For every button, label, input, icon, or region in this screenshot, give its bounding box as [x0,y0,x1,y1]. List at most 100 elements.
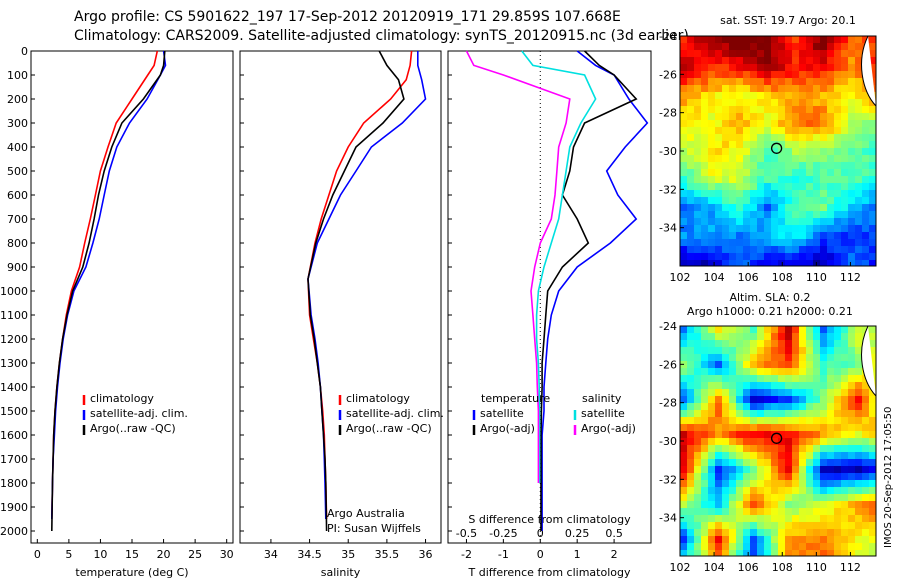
sst-map-cell [722,106,730,114]
sst-map-cell [701,197,709,205]
sla-map-cell [694,529,702,537]
sla-map-cell [827,389,835,397]
sla-map-cell [687,410,695,418]
sla-map-cell [729,375,737,383]
sst-map-cell [771,225,779,233]
sla-map-cell [820,347,828,355]
sst-map-cell [694,78,702,86]
sst-map-cell [701,43,709,51]
sst-map-cell [785,113,793,121]
sla-map-cell [750,410,758,418]
sla-map-cell [841,508,849,516]
sst-map-cell [757,218,765,226]
sla-map-cell [869,550,877,557]
sla-map-cell [722,361,730,369]
sla-map-cell [694,403,702,411]
sst-map-cell [708,78,716,86]
sst-map-cell [806,43,814,51]
sst-map-cell [778,78,786,86]
sla-map-cell [701,508,709,516]
sst-map-cell [715,92,723,100]
sst-map-cell [855,260,863,267]
sla-map-cell [687,326,695,334]
sst-map-cell [694,239,702,247]
sst-map-cell [687,134,695,142]
sla-map-cell [694,438,702,446]
sst-map-ytick-label: -34 [659,222,677,235]
sst-map-cell [855,127,863,135]
sst-map-cell [848,36,856,44]
sla-map-cell [869,417,877,425]
sla-map-cell [708,396,716,404]
sla-map-cell [848,501,856,509]
sla-map-cell [855,417,863,425]
sla-map-cell [792,536,800,544]
sst-map-cell [834,43,842,51]
sst-map-cell [820,218,828,226]
sla-map-cell [687,452,695,460]
sla-map-cell [778,459,786,467]
sst-map-cell [729,239,737,247]
sst-map-cell [736,148,744,156]
sla-map-cell [715,340,723,348]
sst-map-cell [764,239,772,247]
sla-map-cell [764,515,772,523]
sla-map-cell [862,452,870,460]
sla-map-cell [834,487,842,495]
sla-map-cell [764,550,772,557]
sla-map-cell [792,347,800,355]
sst-map-cell [729,148,737,156]
sst-map-cell [792,190,800,198]
sla-map-cell [806,396,814,404]
sst-map-cell [757,197,765,205]
sla-map-cell [764,431,772,439]
sla-map-cell [848,466,856,474]
sst-map-cell [869,57,877,65]
sst-map-cell [820,57,828,65]
sst-map-cell [694,155,702,163]
sst-map-cell [729,64,737,72]
depth-tick-label: 1400 [0,381,28,394]
sst-map-cell [701,232,709,240]
sla-map-cell [680,368,688,376]
sla-map-cell [806,431,814,439]
sst-map-cell [820,204,828,212]
sst-map-cell [855,57,863,65]
sst-map-cell [827,113,835,121]
sst-map-cell [834,232,842,240]
sst-map-cell [862,99,870,107]
sla-map-cell [757,543,765,551]
sst-map-cell [862,134,870,142]
sst-map-cell [722,176,730,184]
sla-map-cell [855,529,863,537]
sla-map-cell [708,431,716,439]
sst-map-cell [764,141,772,149]
sla-map-cell [743,445,751,453]
sla-map-cell [722,410,730,418]
sla-map-cell [729,487,737,495]
sst-map-cell [736,106,744,114]
sst-map-cell [806,57,814,65]
sst-map-cell [806,218,814,226]
sla-map-cell [722,494,730,502]
sst-map-cell [729,120,737,128]
sst-map-cell [869,183,877,191]
sla-map-cell [855,333,863,341]
sla-map-cell [687,431,695,439]
sla-map-cell [757,326,765,334]
sst-map-cell [778,169,786,177]
sst-map-cell [722,253,730,261]
sst-map-cell [715,155,723,163]
sla-map-cell [827,347,835,355]
sst-map-cell [743,155,751,163]
sla-map-cell [820,473,828,481]
sla-map-cell [750,382,758,390]
sst-map-cell [687,253,695,261]
sst-map-cell [771,183,779,191]
sla-map-cell [820,522,828,530]
temperature-xtick-label: 15 [125,548,139,561]
sst-map-cell [862,169,870,177]
sla-map-cell [799,417,807,425]
sla-map-cell [799,515,807,523]
sst-map-cell [785,92,793,100]
